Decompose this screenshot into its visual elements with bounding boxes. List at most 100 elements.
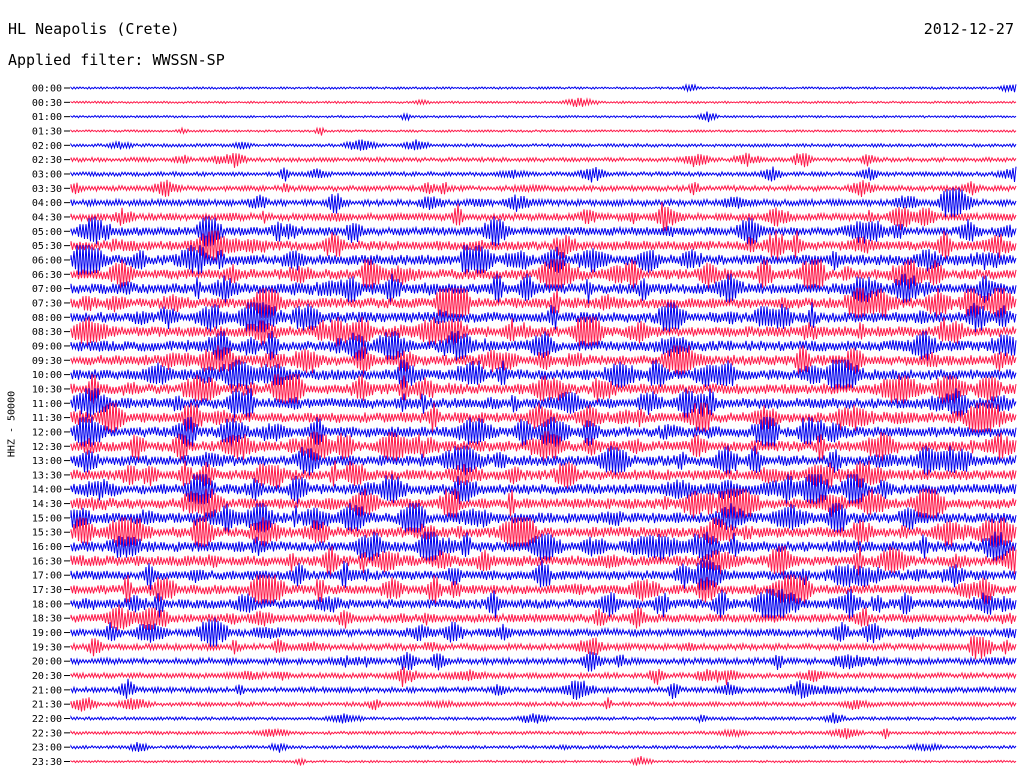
time-tick-label: 09:30 [32, 356, 62, 367]
time-tick-label: 06:30 [32, 270, 62, 281]
time-tick-label: 08:00 [32, 313, 62, 324]
time-tick-label: 07:00 [32, 284, 62, 295]
time-tick-label: 11:30 [32, 413, 62, 424]
time-tick-label: 20:30 [32, 671, 62, 682]
seismic-trace-0230 [70, 152, 1017, 168]
seismic-trace-0400 [70, 187, 1017, 218]
time-tick-label: 13:30 [32, 470, 62, 481]
time-tick-label: 07:30 [32, 298, 62, 309]
time-tick-label: 23:00 [32, 743, 62, 754]
seismic-trace-1900 [70, 617, 1017, 647]
seismic-trace-2030 [70, 666, 1017, 688]
time-tick-label: 00:00 [32, 84, 62, 95]
seismic-trace-0100 [70, 111, 1017, 123]
station-title: HL Neapolis (Crete) [8, 20, 180, 38]
time-tick-label: 04:00 [32, 198, 62, 209]
seismic-trace-2230 [70, 727, 1017, 740]
time-tick-label: 17:00 [32, 571, 62, 582]
time-tick-label: 05:30 [32, 241, 62, 252]
time-tick-label: 17:30 [32, 585, 62, 596]
time-tick-label: 18:00 [32, 599, 62, 610]
time-tick-label: 22:30 [32, 728, 62, 739]
seismic-trace-0700 [70, 273, 1017, 304]
time-tick-label: 20:00 [32, 657, 62, 668]
seismic-trace-2300 [70, 742, 1017, 753]
time-tick-label: 19:30 [32, 642, 62, 653]
seismic-trace-1400 [70, 474, 1017, 505]
seismic-trace-1330 [70, 460, 1017, 490]
seismic-trace-0800 [70, 302, 1017, 333]
seismic-trace-1800 [70, 588, 1017, 619]
seismic-trace-1430 [70, 488, 1017, 519]
seismic-trace-0730 [70, 287, 1017, 318]
time-tick-label: 21:00 [32, 685, 62, 696]
seismic-trace-1600 [70, 531, 1017, 562]
seismic-trace-0030 [70, 97, 1017, 108]
time-tick-label: 23:30 [32, 757, 62, 768]
filter-label: Applied filter: WWSSN-SP [8, 51, 225, 69]
seismic-trace-0430 [70, 201, 1017, 232]
time-tick-label: 12:30 [32, 442, 62, 453]
time-tick-label: 10:30 [32, 384, 62, 395]
seismic-trace-0130 [70, 126, 1017, 136]
seismic-trace-0630 [70, 259, 1017, 290]
time-tick-label: 03:00 [32, 169, 62, 180]
seismic-trace-2200 [70, 712, 1017, 724]
time-tick-label: 21:30 [32, 700, 62, 711]
seismic-trace-1130 [70, 402, 1017, 433]
time-tick-label: 14:00 [32, 485, 62, 496]
recording-date: 2012-12-27 [923, 20, 1014, 38]
time-tick-label: 04:30 [32, 212, 62, 223]
time-tick-label: 08:30 [32, 327, 62, 338]
seismic-trace-1300 [70, 445, 1017, 476]
seismic-trace-1530 [70, 517, 1017, 548]
seismic-trace-1030 [70, 373, 1017, 404]
time-tick-label: 22:00 [32, 714, 62, 725]
seismic-trace-1700 [70, 560, 1017, 591]
time-tick-label: 12:00 [32, 427, 62, 438]
time-tick-label: 00:30 [32, 98, 62, 109]
time-tick-label: 01:00 [32, 112, 62, 123]
seismic-trace-0000 [70, 83, 1017, 94]
seismic-trace-1100 [70, 388, 1017, 419]
seismic-trace-0330 [70, 179, 1017, 198]
time-tick-label: 10:00 [32, 370, 62, 381]
seismic-trace-1930 [70, 635, 1017, 660]
seismic-trace-0300 [70, 166, 1017, 183]
seismic-trace-1630 [70, 545, 1017, 576]
seismic-trace-0930 [70, 345, 1017, 376]
time-tick-label: 13:00 [32, 456, 62, 467]
time-tick-label: 16:00 [32, 542, 62, 553]
seismic-trace-1200 [70, 416, 1017, 447]
seismic-trace-1730 [70, 574, 1017, 605]
time-tick-label: 15:30 [32, 528, 62, 539]
seismic-trace-0200 [70, 139, 1017, 151]
seismic-trace-2330 [70, 756, 1017, 766]
time-tick-label: 02:00 [32, 141, 62, 152]
time-tick-label: 18:30 [32, 614, 62, 625]
seismic-trace-0600 [70, 244, 1017, 276]
seismic-trace-0500 [70, 216, 1017, 247]
seismic-trace-0530 [70, 230, 1017, 261]
seismic-trace-2100 [70, 678, 1017, 700]
seismic-trace-1500 [70, 502, 1017, 533]
seismic-trace-0900 [70, 330, 1017, 361]
time-tick-label: 19:00 [32, 628, 62, 639]
time-tick-label: 15:00 [32, 513, 62, 524]
time-tick-label: 16:30 [32, 556, 62, 567]
time-tick-label: 05:00 [32, 227, 62, 238]
time-tick-label: 09:00 [32, 341, 62, 352]
seismic-trace-0830 [70, 316, 1017, 347]
seismic-trace-2130 [70, 697, 1017, 712]
time-tick-label: 06:00 [32, 255, 62, 266]
time-tick-label: 11:00 [32, 399, 62, 410]
seismic-trace-1000 [70, 359, 1017, 390]
seismic-trace-2000 [70, 651, 1017, 672]
seismic-trace-1230 [70, 431, 1017, 462]
time-tick-label: 14:30 [32, 499, 62, 510]
time-tick-label: 03:30 [32, 184, 62, 195]
seismic-trace-1830 [70, 604, 1017, 631]
time-tick-label: 02:30 [32, 155, 62, 166]
time-tick-label: 01:30 [32, 126, 62, 137]
